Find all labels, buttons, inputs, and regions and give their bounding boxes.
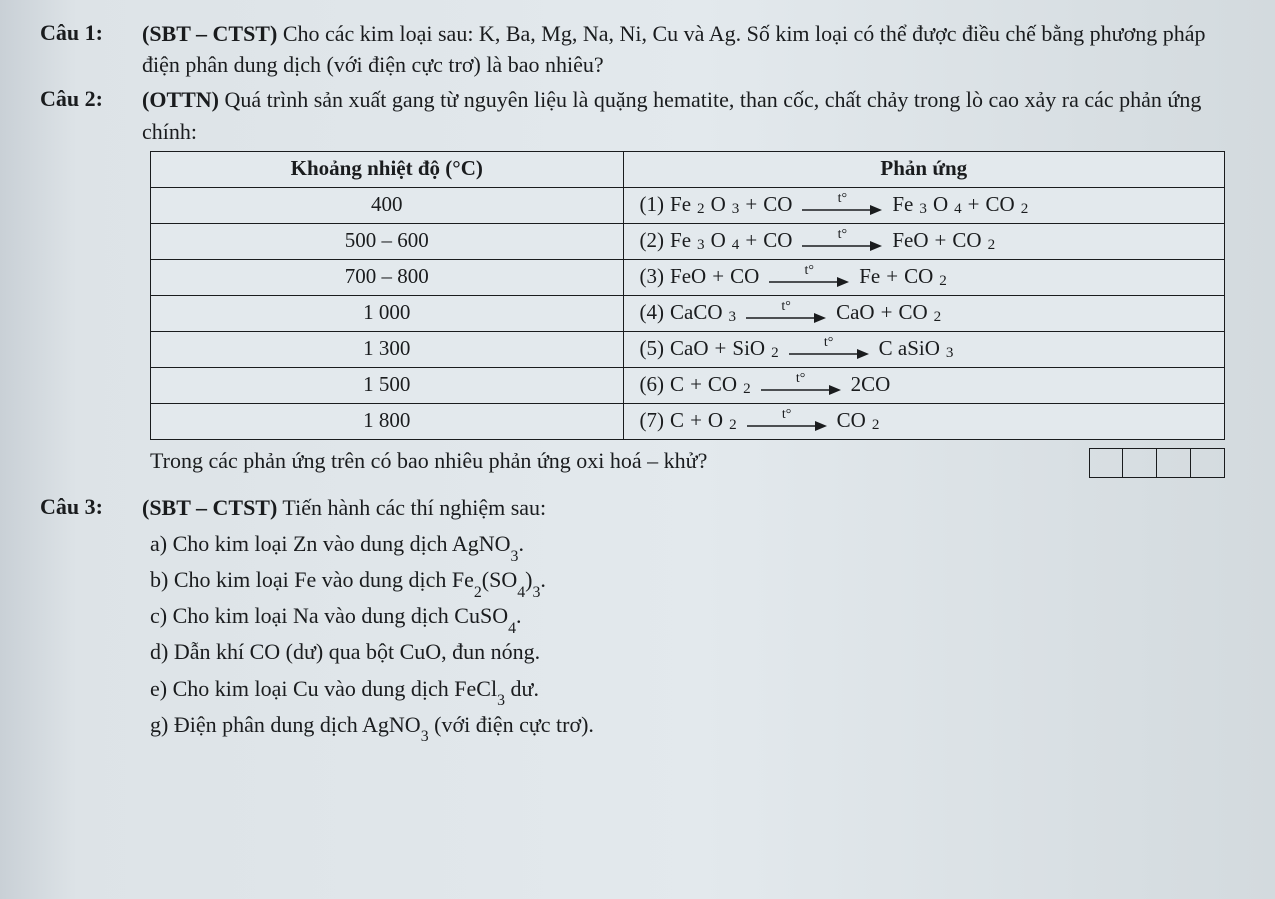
answer-box[interactable] [1191,448,1225,478]
cell-reaction: (6) C + CO2t°2CO [623,367,1224,403]
q3-item: b) Cho kim loại Fe vào dung dịch Fe2(SO4… [150,563,1235,597]
cell-temp: 1 500 [151,367,624,403]
question-3-label: Câu 3: [40,492,142,520]
reaction-arrow: t° [802,192,882,216]
table-row: 1 000(4) CaCO3t°CaO + CO2 [151,295,1225,331]
reaction-table-wrap: Khoảng nhiệt độ (°C) Phản ứng 400(1) Fe2… [150,151,1225,440]
cell-reaction: (1) Fe2O3 + COt°Fe3O4 + CO2 [623,187,1224,223]
reaction-arrow: t° [769,264,849,288]
table-row: 1 500(6) C + CO2t°2CO [151,367,1225,403]
cell-temp: 1 000 [151,295,624,331]
cell-reaction: (2) Fe3O4 + COt°FeO + CO2 [623,223,1224,259]
cell-reaction: (4) CaCO3t°CaO + CO2 [623,295,1224,331]
reaction-arrow: t° [802,228,882,252]
question-3-tag: (SBT – CTST) [142,495,277,520]
question-3-lead-text: Tiến hành các thí nghiệm sau: [277,495,546,520]
table-row: 1 300(5) CaO + SiO2t°C aSiO3 [151,331,1225,367]
question-3-lead: (SBT – CTST) Tiến hành các thí nghiệm sa… [142,492,1235,523]
col-temp-header: Khoảng nhiệt độ (°C) [151,151,624,187]
question-1-body: (SBT – CTST) Cho các kim loại sau: K, Ba… [142,18,1235,80]
reaction-arrow: t° [746,300,826,324]
answer-box[interactable] [1157,448,1191,478]
answer-box[interactable] [1089,448,1123,478]
reaction-table: Khoảng nhiệt độ (°C) Phản ứng 400(1) Fe2… [150,151,1225,440]
q3-item: a) Cho kim loại Zn vào dung dịch AgNO3. [150,527,1235,561]
question-2-tag: (OTTN) [142,87,219,112]
question-3-items: a) Cho kim loại Zn vào dung dịch AgNO3.b… [150,527,1235,742]
table-row: 500 – 600(2) Fe3O4 + COt°FeO + CO2 [151,223,1225,259]
cell-temp: 400 [151,187,624,223]
table-header-row: Khoảng nhiệt độ (°C) Phản ứng [151,151,1225,187]
cell-reaction: (3) FeO + COt°Fe + CO2 [623,259,1224,295]
q3-item: c) Cho kim loại Na vào dung dịch CuSO4. [150,599,1235,633]
q3-item: d) Dẫn khí CO (dư) qua bột CuO, đun nóng… [150,635,1235,669]
cell-reaction: (5) CaO + SiO2t°C aSiO3 [623,331,1224,367]
cell-temp: 1 800 [151,403,624,439]
reaction-arrow: t° [747,408,827,432]
answer-box-grid [1089,448,1225,478]
question-2-label: Câu 2: [40,84,142,112]
table-row: 400(1) Fe2O3 + COt°Fe3O4 + CO2 [151,187,1225,223]
col-reaction-header: Phản ứng [623,151,1224,187]
question-1: Câu 1: (SBT – CTST) Cho các kim loại sau… [40,18,1235,80]
cell-reaction: (7) C + O2t°CO2 [623,403,1224,439]
cell-temp: 1 300 [151,331,624,367]
q3-item: e) Cho kim loại Cu vào dung dịch FeCl3 d… [150,672,1235,706]
q3-item: g) Điện phân dung dịch AgNO3 (với điện c… [150,708,1235,742]
question-2-followup-row: Trong các phản ứng trên có bao nhiêu phả… [150,448,1225,478]
table-row: 700 – 800(3) FeO + COt°Fe + CO2 [151,259,1225,295]
table-row: 1 800(7) C + O2t°CO2 [151,403,1225,439]
question-2-text: Quá trình sản xuất gang từ nguyên liệu l… [142,87,1201,143]
question-1-label: Câu 1: [40,18,142,46]
question-2-body: (OTTN) Quá trình sản xuất gang từ nguyên… [142,84,1235,146]
cell-temp: 700 – 800 [151,259,624,295]
question-2: Câu 2: (OTTN) Quá trình sản xuất gang từ… [40,84,1235,146]
question-2-followup: Trong các phản ứng trên có bao nhiêu phả… [150,448,707,474]
answer-box[interactable] [1123,448,1157,478]
question-1-tag: (SBT – CTST) [142,21,277,46]
reaction-arrow: t° [761,372,841,396]
question-3: Câu 3: (SBT – CTST) Tiến hành các thí ng… [40,492,1235,523]
reaction-arrow: t° [789,336,869,360]
question-1-text: Cho các kim loại sau: K, Ba, Mg, Na, Ni,… [142,21,1206,77]
cell-temp: 500 – 600 [151,223,624,259]
